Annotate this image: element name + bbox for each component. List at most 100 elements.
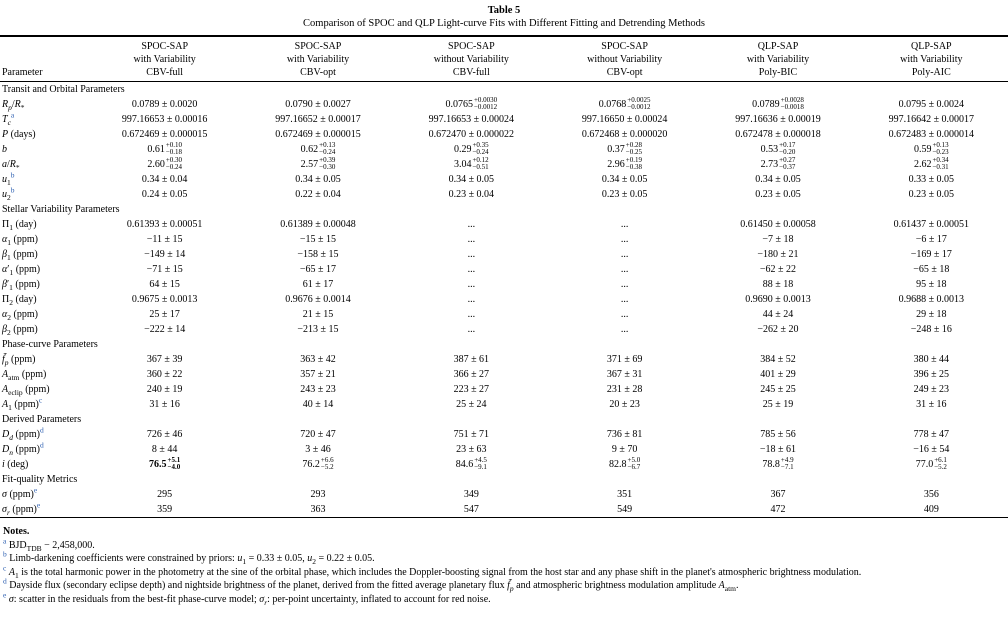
value-cell: 0.672478 ± 0.000018 — [735, 129, 821, 140]
value-cell: 245 ± 25 — [760, 384, 796, 395]
footnote-link-d[interactable]: d — [39, 425, 44, 435]
value-cell: 0.23 ± 0.04 — [448, 189, 495, 200]
value-cell: −149 ± 14 — [144, 249, 186, 260]
value-cell: 726 ± 46 — [146, 429, 183, 440]
value-cell: 88 ± 18 — [762, 279, 794, 290]
footnote-link-c[interactable]: c — [38, 395, 43, 405]
column-header: QLP-SAP with Variability Poly-BIC — [701, 36, 855, 82]
column-header: SPOC-SAP without Variability CBV-opt — [547, 36, 702, 82]
value-cell: 380 ± 44 — [913, 354, 950, 365]
value-cell: 0.0768 +0.0025 −0.0012 — [598, 95, 651, 111]
value-cell: 2.62 +0.34 −0.31 — [913, 155, 949, 171]
value-cell: 25 ± 24 — [456, 399, 487, 410]
table-row: α1 (ppm) −11 ± 15 −15 ± 15...... −7 ± 18 −6 … — [0, 232, 1008, 247]
section-header-row: Fit-quality Metrics — [0, 472, 1008, 487]
value-cell: 401 ± 29 — [760, 369, 796, 380]
parameter-label: A1 (ppm)c — [2, 395, 43, 412]
value-cell: 243 ± 23 — [300, 384, 336, 395]
value-cell: −7 ± 18 — [762, 234, 794, 245]
table-row: σ (ppm)e 295 293 349 351 367 356 — [0, 485, 1008, 502]
value-cell: ... — [620, 249, 629, 260]
parameter-label: β′1 (ppm) — [2, 279, 40, 292]
value-cell: ... — [467, 234, 476, 245]
value-cell: 0.672468 ± 0.000020 — [581, 129, 668, 140]
value-cell: 367 ± 39 — [146, 354, 183, 365]
footnote-link-d[interactable]: d — [39, 440, 44, 450]
value-cell: 356 — [923, 489, 939, 500]
footnote-link-c[interactable]: c — [3, 563, 7, 573]
value-cell: 0.23 ± 0.05 — [755, 189, 801, 200]
parameter-label: σr (ppm)e — [2, 500, 41, 517]
value-cell: 0.29 +0.35 −0.24 — [453, 140, 489, 156]
value-cell: 997.16652 ± 0.00017 — [275, 114, 361, 125]
value-cell: 371 ± 69 — [606, 354, 643, 365]
value-cell: 20 ± 23 — [609, 399, 640, 410]
value-cell: 396 ± 25 — [913, 369, 950, 380]
parameter-label: β2 (ppm) — [2, 324, 38, 337]
parameter-label: f̃p (ppm) — [2, 354, 36, 367]
value-cell: 363 — [310, 504, 326, 515]
value-cell: 21 ± 15 — [302, 309, 334, 320]
table-row: β′1 (ppm) 64 ± 15 61 ± 17...... 88 ± 18 95 ±… — [0, 277, 1008, 292]
value-cell: 0.0789 ± 0.0020 — [131, 99, 198, 110]
note-a: a BJDTDB − 2,458,000. — [3, 536, 95, 553]
value-cell: 0.9675 ± 0.0013 — [131, 294, 198, 305]
value-cell: 25 ± 17 — [149, 309, 180, 320]
column-header: SPOC-SAP with Variability CBV-opt — [241, 36, 395, 82]
footnote-link-b[interactable]: b — [10, 170, 15, 180]
table-row: u1b 0.34 ± 0.04 0.34 ± 0.05 0.34 ± 0.05 0.34… — [0, 170, 1008, 187]
footnote-link-a[interactable]: a — [3, 536, 7, 546]
footnote-link-e[interactable]: e — [3, 590, 7, 600]
column-header: SPOC-SAP with Variability CBV-full — [88, 36, 242, 82]
footnote-link-e[interactable]: e — [36, 500, 41, 510]
section-header: Fit-quality Metrics — [2, 474, 78, 485]
value-cell: 384 ± 52 — [760, 354, 796, 365]
table-row: a/R* 2.60 +0.30 −0.24 2.57 +0.39 −0.30 3.04 +0.1… — [0, 155, 1008, 172]
value-cell: 9 ± 70 — [611, 444, 638, 455]
value-cell: 3 ± 46 — [305, 444, 331, 455]
parameter-label: Tca — [2, 110, 15, 127]
footnote-link-b[interactable]: b — [3, 549, 7, 559]
value-cell: −158 ± 15 — [297, 249, 339, 260]
parameter-label: Dn (ppm)d — [2, 440, 44, 457]
value-cell: 0.24 ± 0.05 — [141, 189, 188, 200]
value-cell: ... — [620, 234, 629, 245]
value-cell: 25 ± 19 — [762, 399, 794, 410]
value-cell: 0.0790 ± 0.0027 — [285, 99, 351, 110]
column-header: SPOC-SAP without Variability CBV-full — [394, 36, 548, 82]
value-cell: 249 ± 23 — [913, 384, 950, 395]
value-cell: ... — [620, 294, 629, 305]
value-cell: ... — [620, 264, 629, 275]
value-cell: 0.53 +0.17 −0.20 — [760, 140, 796, 156]
parameter-label: u1b — [2, 170, 15, 187]
note-b: b Limb-darkening coefficients were const… — [3, 549, 375, 566]
value-cell: 0.59 +0.13 −0.23 — [913, 140, 949, 156]
value-cell: 0.9676 ± 0.0014 — [285, 294, 351, 305]
value-cell: 997.16642 ± 0.00017 — [888, 114, 975, 125]
footnote-link-b[interactable]: b — [10, 185, 15, 195]
value-cell: 82.8 +5.0 −6.7 — [609, 455, 641, 471]
footnote-link-a[interactable]: a — [10, 110, 15, 120]
value-cell: ... — [467, 294, 476, 305]
value-cell: 785 ± 56 — [760, 429, 796, 440]
value-cell: 293 — [310, 489, 326, 500]
footnote-link-e[interactable]: e — [33, 485, 38, 495]
value-cell: 0.37 +0.28 −0.25 — [607, 140, 642, 156]
value-cell: 78.8 +4.9 −7.1 — [762, 455, 794, 471]
value-cell: 751 ± 71 — [453, 429, 490, 440]
table-label: Table 5 — [487, 5, 521, 16]
table-row: b 0.61 +0.10 −0.18 0.62 +0.13 −0.24 0.29 +0.35 −0… — [0, 140, 1008, 157]
value-cell: 0.0795 ± 0.0024 — [898, 99, 965, 110]
section-header: Transit and Orbital Parameters — [2, 84, 125, 95]
value-cell: −11 ± 15 — [146, 234, 183, 245]
value-cell: −65 ± 18 — [913, 264, 950, 275]
value-cell: 61 ± 17 — [302, 279, 334, 290]
section-header-row: Transit and Orbital Parameters — [0, 82, 1008, 98]
table-caption: Comparison of SPOC and QLP Light-curve F… — [303, 18, 705, 29]
value-cell: 367 ± 31 — [606, 369, 643, 380]
footnote-link-d[interactable]: d — [3, 576, 7, 586]
value-cell: 0.672469 ± 0.000015 — [121, 129, 208, 140]
value-cell: 997.16653 ± 0.00016 — [121, 114, 208, 125]
value-cell: 778 ± 47 — [913, 429, 950, 440]
value-cell: −262 ± 20 — [757, 324, 799, 335]
